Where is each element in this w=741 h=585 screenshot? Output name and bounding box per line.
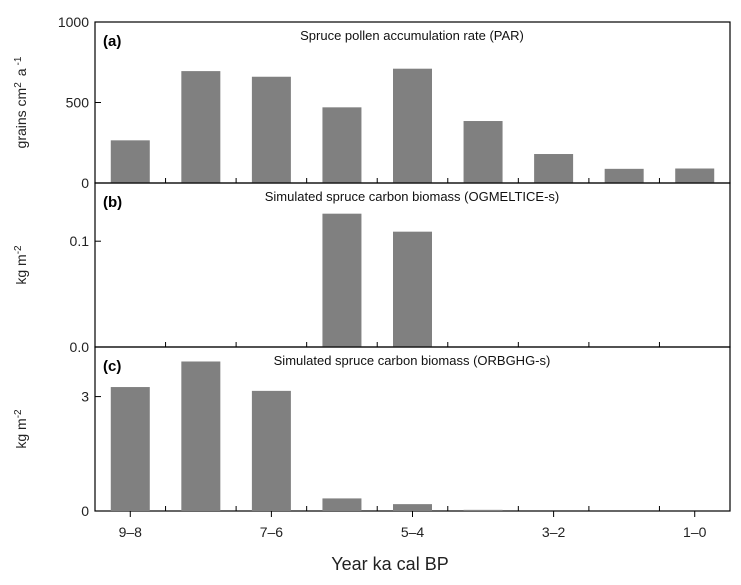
bar [251, 390, 291, 511]
x-tick-label: 9–8 [119, 524, 143, 540]
panel-3: 0 3 (c) Simulated spruce carbon biomass (OR… [13, 346, 731, 519]
bar [251, 76, 291, 183]
bar [181, 71, 221, 183]
bar [393, 504, 432, 511]
panel-2: 0.0 0.1 (b) Simulated spruce carbon biomass… [13, 182, 731, 355]
y-axis-label: grains cm2a-1 [13, 56, 30, 148]
y-tick-label: 1000 [58, 14, 89, 30]
x-tick-label: 1–0 [683, 524, 707, 540]
bar [322, 107, 362, 183]
y-tick-label: 0 [81, 503, 89, 519]
x-axis: 9–8 7–6 5–4 3–2 1–0 [119, 511, 707, 540]
panel-label: (c) [103, 358, 121, 375]
panel-label: (b) [103, 194, 122, 211]
bar [393, 231, 432, 347]
bar [181, 361, 221, 511]
x-tick-label: 5–4 [401, 524, 425, 540]
y-axis-label: kg m-2 [13, 245, 30, 285]
bar [534, 154, 574, 183]
bar [110, 140, 150, 183]
panel-title: Simulated spruce carbon biomass (ORBGHG-… [274, 353, 551, 368]
y-axis-label: kg m-2 [13, 409, 30, 449]
y-tick-label: 3 [81, 389, 89, 405]
x-axis-label: Year ka cal BP [331, 554, 448, 574]
panel-title: Simulated spruce carbon biomass (OGMELTI… [265, 189, 560, 204]
y-tick-label: 0.1 [70, 233, 90, 249]
y-tick-label: 0 [81, 175, 89, 191]
bar [463, 509, 503, 511]
panel-1: 0 500 1000 (a) Spruce pollen accumulation ra… [13, 14, 731, 191]
x-tick-label: 3–2 [542, 524, 566, 540]
panel-title: Spruce pollen accumulation rate (PAR) [300, 28, 524, 43]
bar [393, 68, 432, 183]
y-tick-label: 500 [66, 95, 90, 111]
bar [604, 168, 644, 183]
bar [675, 168, 715, 183]
bar [463, 121, 503, 183]
bar [322, 498, 362, 511]
y-tick-label: 0.0 [70, 339, 90, 355]
bar [110, 387, 150, 511]
chart-panels: 0 500 1000 (a) Spruce pollen accumulation ra… [13, 14, 731, 519]
x-tick-label: 7–6 [260, 524, 284, 540]
bar [322, 213, 362, 347]
panel-label: (a) [103, 33, 121, 50]
